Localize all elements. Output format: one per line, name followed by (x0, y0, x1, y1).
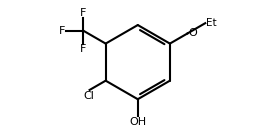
Text: F: F (59, 26, 66, 36)
Text: OH: OH (129, 117, 146, 127)
Text: F: F (80, 44, 86, 54)
Text: Et: Et (206, 18, 217, 28)
Text: O: O (188, 28, 197, 38)
Text: F: F (80, 8, 86, 18)
Text: Cl: Cl (83, 91, 94, 101)
